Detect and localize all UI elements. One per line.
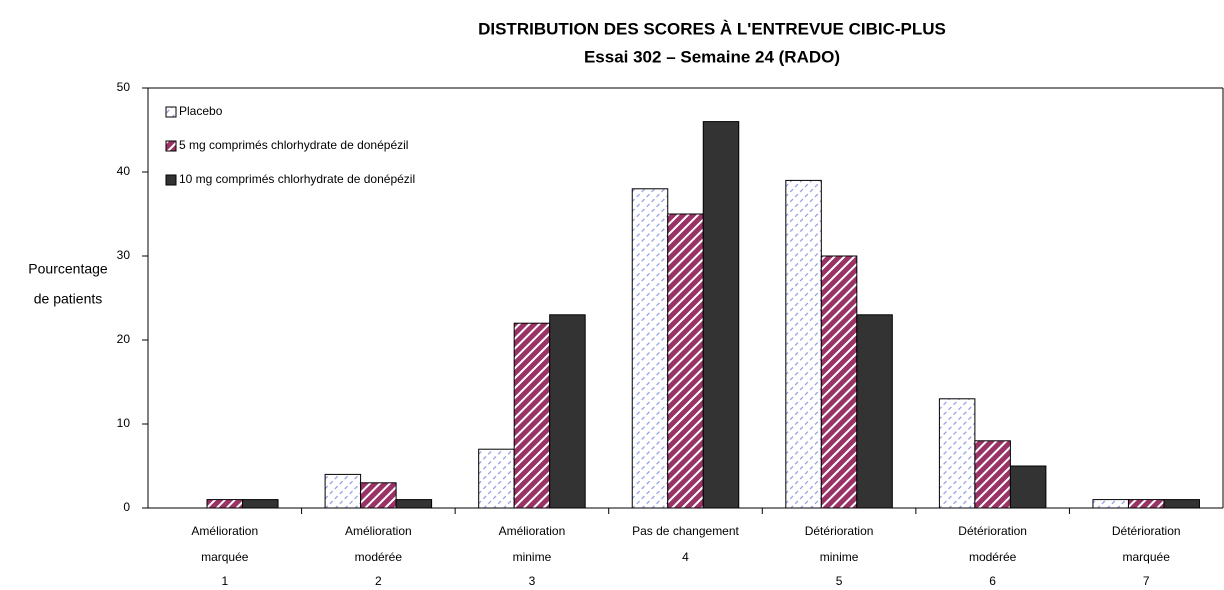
y-tick-label: 0 [123, 500, 130, 514]
legend-label: Placebo [179, 104, 223, 118]
chart-title: DISTRIBUTION DES SCORES À L'ENTREVUE CIB… [478, 19, 946, 38]
x-tick-label: modérée [355, 550, 403, 564]
bar [856, 314, 893, 509]
x-tick-label: Détérioration [958, 524, 1027, 538]
bar [360, 482, 397, 509]
y-tick-label: 50 [117, 80, 131, 94]
legend-label: 10 mg comprimés chlorhydrate de donépézi… [179, 172, 415, 186]
y-tick-label: 10 [117, 416, 131, 430]
bar [631, 188, 669, 509]
x-tick-label: Amélioration [345, 524, 412, 538]
x-tick-label: 5 [836, 574, 843, 588]
x-tick-label: 7 [1143, 574, 1150, 588]
bar [1092, 499, 1129, 509]
bar [785, 179, 822, 509]
legend-swatch [165, 106, 177, 118]
bar [702, 121, 740, 509]
legend-swatch [165, 140, 177, 152]
x-tick-label: Amélioration [499, 524, 566, 538]
x-tick-label: minime [820, 550, 859, 564]
y-tick-label: 20 [117, 332, 131, 346]
bar [1009, 465, 1047, 509]
x-tick-label: Détérioration [1112, 524, 1181, 538]
legend-swatch [165, 174, 177, 186]
legend-label: 5 mg comprimés chlorhydrate de donépézil [179, 138, 408, 152]
x-tick-label: marquée [1123, 550, 1171, 564]
bar [974, 440, 1011, 509]
y-tick-label: 30 [117, 248, 131, 262]
x-tick-label: Pas de changement [632, 524, 739, 538]
x-tick-label: 3 [529, 574, 536, 588]
chart-subtitle: Essai 302 – Semaine 24 (RADO) [584, 47, 840, 66]
bar [667, 213, 704, 509]
x-tick-label: modérée [969, 550, 1017, 564]
bar [549, 314, 586, 509]
x-tick-label: 4 [682, 550, 689, 564]
bar [938, 398, 976, 509]
x-tick-label: minime [513, 550, 552, 564]
bar [395, 499, 433, 509]
bar [478, 448, 515, 509]
x-tick-label: Détérioration [805, 524, 874, 538]
y-axis-label: de patients [34, 291, 103, 307]
x-tick-label: 1 [221, 574, 228, 588]
bar [242, 499, 279, 509]
bar [1163, 499, 1200, 509]
bar [820, 255, 858, 509]
x-tick-label: marquée [201, 550, 249, 564]
x-tick-label: 6 [989, 574, 996, 588]
bar [1127, 499, 1165, 509]
x-tick-label: 2 [375, 574, 382, 588]
y-tick-label: 40 [117, 164, 131, 178]
bar [324, 473, 362, 509]
y-axis-label: Pourcentage [28, 261, 108, 277]
bar [206, 499, 244, 509]
x-tick-label: Amélioration [191, 524, 258, 538]
bar [513, 322, 551, 509]
